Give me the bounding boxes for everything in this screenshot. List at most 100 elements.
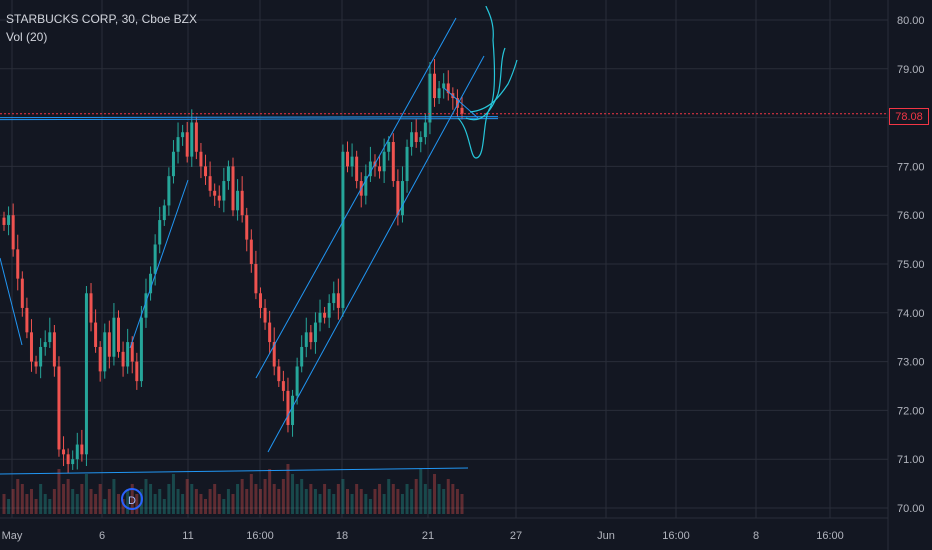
volume-bar (162, 499, 166, 514)
candle-body (378, 166, 382, 172)
volume-bar (20, 484, 24, 514)
candle-body (272, 342, 276, 367)
volume-bar (423, 484, 427, 514)
x-tick-label: 18 (336, 530, 348, 542)
candle-body (387, 142, 391, 152)
volume-bar (286, 464, 290, 514)
volume-bar (149, 484, 153, 514)
horizontal-resistance-line (0, 116, 499, 119)
candle-body (89, 293, 93, 323)
volume-bar (391, 484, 395, 514)
candle-body (71, 459, 75, 465)
y-tick-label: 80.00 (897, 15, 925, 27)
volume-bar (103, 499, 107, 514)
time-axis[interactable]: May 6 11 16:00 18 21 27 Jun 16:00 8 16:00 (0, 517, 888, 542)
volume-bar (7, 499, 11, 514)
x-tick-label: 11 (182, 530, 193, 542)
candle-body (130, 342, 134, 362)
candle-body (112, 317, 116, 357)
dividend-marker-icon[interactable]: D (121, 488, 143, 510)
candle-body (103, 332, 107, 372)
volume-bar (323, 484, 327, 514)
price-axis[interactable]: 80.0079.0078.0077.0076.0075.0074.0073.00… (887, 0, 925, 550)
volume-bar (405, 484, 409, 514)
symbol-title[interactable]: STARBUCKS CORP, 30, Cboe BZX (6, 12, 197, 26)
candle-body (185, 132, 189, 157)
candle-body (20, 278, 24, 308)
candle-body (153, 244, 157, 274)
candle-body (94, 322, 98, 347)
candle-body (48, 332, 52, 343)
volume-bar (451, 484, 455, 514)
volume-bar (84, 474, 88, 514)
volume-bar (396, 489, 400, 514)
volume-bar (336, 484, 340, 514)
candle-body (350, 156, 354, 167)
volume-bar (291, 474, 295, 514)
candle-body (121, 351, 125, 367)
candle-body (428, 73, 432, 123)
volume-bar (428, 489, 432, 514)
volume-bar (263, 479, 267, 514)
volume-indicator-label[interactable]: Vol (20) (6, 30, 48, 44)
candle-body (39, 346, 43, 367)
trendline-drawings[interactable] (0, 5, 888, 475)
volume-bar (25, 494, 29, 514)
candle-body (291, 395, 295, 426)
volume-bar (446, 479, 450, 514)
volume-bar (226, 489, 230, 514)
volume-bar (199, 494, 203, 514)
volume-bar (190, 484, 194, 514)
candle-body (25, 307, 29, 333)
volume-bar (419, 469, 423, 514)
candle-body (268, 322, 272, 343)
candle-body (84, 293, 88, 455)
candle-body (295, 366, 299, 396)
volume-bar (249, 474, 253, 514)
candle-body (62, 449, 66, 455)
volume-bar (176, 489, 180, 514)
volume-bar (433, 474, 437, 514)
candle-body (313, 322, 317, 343)
candle-body (7, 215, 11, 225)
candle-body (181, 132, 185, 138)
y-tick-label: 70.00 (897, 503, 925, 515)
candle-body (460, 107, 464, 114)
candle-body (355, 156, 359, 182)
trendline-down (0, 257, 23, 346)
candle-body (66, 454, 70, 465)
volume-bar (332, 494, 336, 514)
candle-body (327, 303, 331, 318)
volume-bar (171, 474, 175, 514)
volume-bar (350, 494, 354, 514)
candle-body (34, 361, 38, 367)
candle-body (144, 293, 148, 318)
volume-bar (117, 494, 120, 514)
x-tick-label: Jun (597, 530, 615, 542)
y-tick-label: 75.00 (897, 259, 925, 271)
candle-body (240, 190, 244, 216)
volume-bar (272, 484, 276, 514)
chart-legend: STARBUCKS CORP, 30, Cboe BZX Vol (20) (6, 10, 197, 46)
candle-body (176, 137, 180, 152)
volume-bar (29, 489, 33, 514)
candle-body (423, 122, 427, 138)
volume-bar (62, 484, 66, 514)
volume-bar (437, 484, 441, 514)
volume-bar (240, 479, 244, 514)
candle-body (336, 293, 340, 308)
volume-bar (295, 484, 299, 514)
x-tick-label: 27 (510, 530, 522, 542)
y-tick-label: 76.00 (897, 210, 925, 222)
volume-bar (254, 484, 258, 514)
candle-body (281, 381, 285, 391)
volume-bar (410, 489, 414, 514)
volume-bar (107, 489, 111, 514)
volume-bar (387, 479, 391, 514)
volume-bar (318, 494, 322, 514)
y-tick-label: 79.00 (897, 64, 925, 76)
channel-upper-line (255, 17, 457, 379)
candle-body (300, 346, 304, 367)
